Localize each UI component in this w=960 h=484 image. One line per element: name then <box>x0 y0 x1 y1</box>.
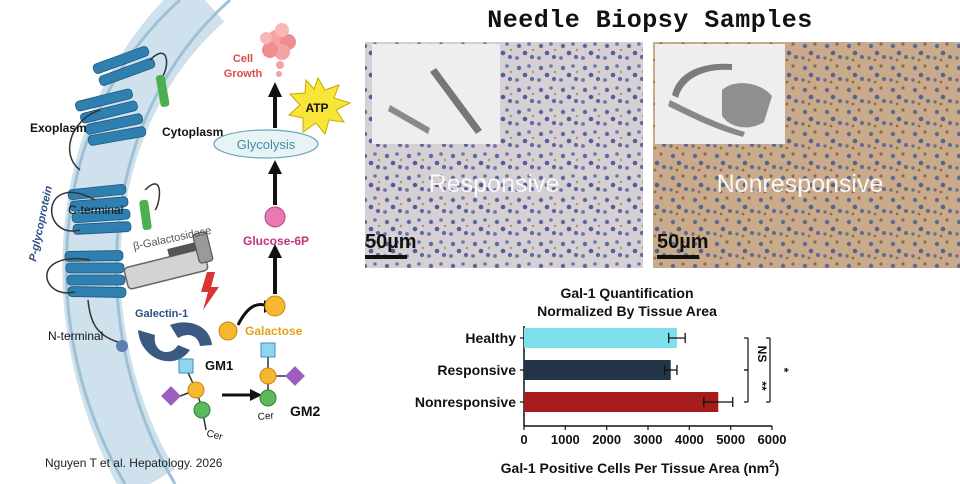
gm2-label: GM2 <box>290 403 321 419</box>
helix-segment <box>65 262 125 274</box>
chart-y-tick-label: Nonresponsive <box>415 394 516 410</box>
chart-bar-nonresponsive <box>524 392 719 412</box>
responsive-label: Responsive <box>429 170 560 198</box>
helix-segment <box>92 46 150 74</box>
helix-segment <box>75 88 133 112</box>
gal1-bar-chart: Gal-1 Quantification Normalized By Tissu… <box>415 285 791 476</box>
exoplasm-label: Exoplasm <box>30 121 87 135</box>
galactose-on-galectin <box>218 321 238 341</box>
glycolysis-label: Glycolysis <box>237 137 296 152</box>
chart-significance-ns-label: NS <box>755 346 769 363</box>
galectin-label: Galectin-1 <box>135 308 188 320</box>
galactose-label: Galactose <box>245 324 303 338</box>
curved-arrow <box>236 302 269 326</box>
chart-significance-double-star-label: ** <box>755 381 769 391</box>
responsive-biopsy-cores <box>388 68 482 134</box>
scale-bar-left <box>365 255 407 259</box>
helix-segment <box>98 58 156 86</box>
galectin-shape <box>138 322 212 362</box>
beta-galactosidase-shape <box>123 231 214 290</box>
citation: Nguyen T et al. Hepatology. 2026 <box>45 456 223 470</box>
cell-growth-label-line2: Growth <box>224 68 263 80</box>
helix-segment <box>66 274 126 286</box>
glycolysis-ellipse <box>213 129 319 159</box>
chart-x-tick-label: 4000 <box>675 432 704 447</box>
p-glycoprotein-helices <box>46 46 170 352</box>
chart-y-tick-label: Healthy <box>465 330 516 346</box>
scale-label-right: 50µm <box>657 231 709 253</box>
c-terminal-label: C-terminal <box>68 203 123 217</box>
biopsy-title: Needle Biopsy Samples <box>487 6 813 35</box>
c-terminal-segment-upper <box>155 74 170 107</box>
c-terminal-segment-lower <box>139 199 152 231</box>
cell-growth-label-line1: Cell <box>233 53 253 65</box>
chart-bar-healthy <box>524 328 677 348</box>
chart-x-tick-label: 2000 <box>592 432 621 447</box>
helix-segment <box>80 100 138 124</box>
lightning-icon <box>201 272 219 310</box>
helix-segment <box>64 250 124 262</box>
chart-title-line1: Gal-1 Quantification <box>560 285 693 301</box>
chart-x-tick-label: 1000 <box>551 432 580 447</box>
gm1-structure <box>161 358 211 431</box>
helix-segment <box>69 196 129 212</box>
glucose6p-circle <box>264 206 286 228</box>
galactose-circle <box>264 295 286 317</box>
chart-bar-responsive <box>524 360 671 380</box>
chart-significance-star-label: * <box>777 368 791 373</box>
gm1-label: GM1 <box>205 358 233 373</box>
helix-segment <box>67 286 127 298</box>
cer-label-right: Cer <box>257 411 275 423</box>
nonresponsive-label: Nonresponsive <box>717 170 884 198</box>
helix-segment <box>67 183 127 201</box>
helix-segment <box>84 113 144 135</box>
helix-segment <box>72 221 132 235</box>
chart-title-line2: Normalized By Tissue Area <box>537 303 717 319</box>
cell-growth-cluster <box>260 23 296 77</box>
nonresponsive-biopsy-cores <box>668 63 772 137</box>
n-terminal-label: N-terminal <box>48 329 103 343</box>
scale-bar-right <box>657 255 699 259</box>
biopsy-panels: Responsive 50µm Nonresponsive 50µm <box>365 42 960 268</box>
gm2-structure <box>259 342 305 407</box>
n-terminal-bead <box>116 340 128 352</box>
scale-label-left: 50µm <box>365 231 417 253</box>
glucose6p-label: Glucose-6P <box>243 234 309 248</box>
chart-x-tick-label: 6000 <box>758 432 787 447</box>
chart-x-tick-label: 5000 <box>716 432 745 447</box>
chart-x-axis-label: Gal-1 Positive Cells Per Tissue Area (nm… <box>501 459 780 476</box>
helix-segment <box>71 208 131 224</box>
chart-x-tick-label: 0 <box>520 432 527 447</box>
helix-segment <box>87 126 147 146</box>
p-glycoprotein-label: P-glycoprotein <box>27 185 55 263</box>
chart-x-tick-label: 3000 <box>634 432 663 447</box>
cer-label-left: Cer <box>205 428 224 443</box>
pathway-diagram: Exoplasm Cytoplasm C-terminal N-terminal… <box>27 0 352 484</box>
atp-burst <box>287 76 352 136</box>
atp-label: ATP <box>305 101 328 115</box>
cytoplasm-label: Cytoplasm <box>162 125 223 139</box>
chart-y-tick-label: Responsive <box>437 362 516 378</box>
